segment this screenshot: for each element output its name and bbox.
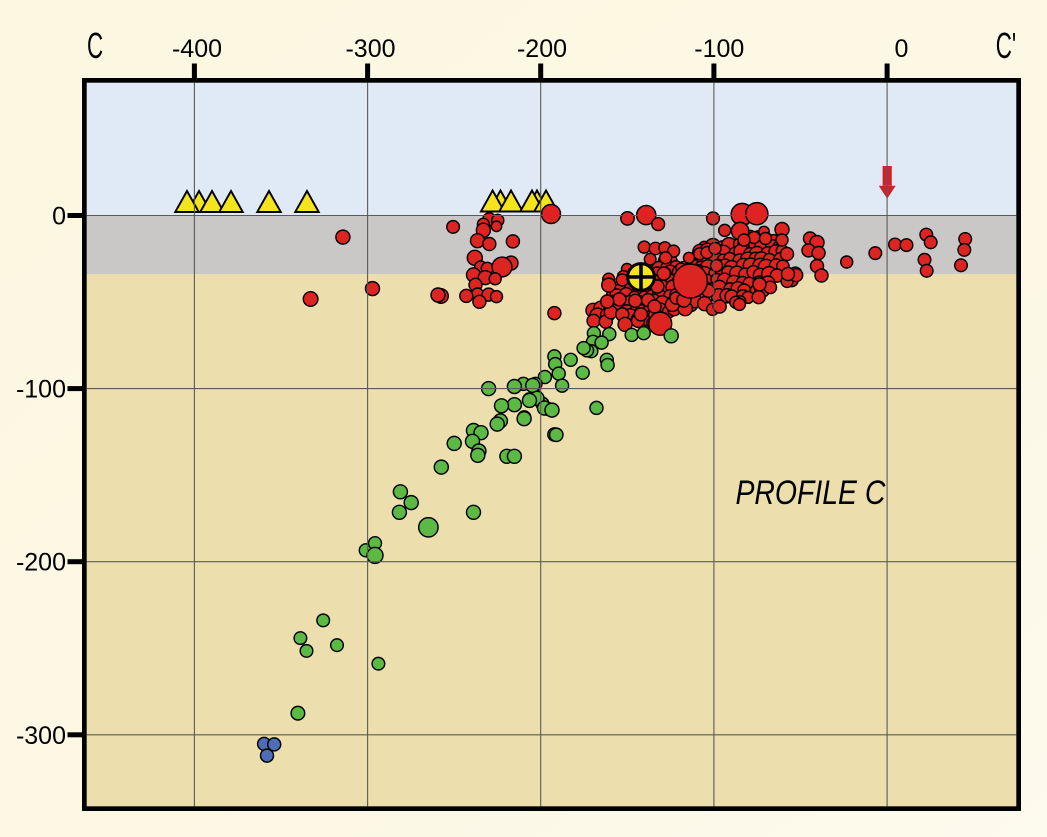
svg-text:-100: -100 <box>694 35 744 63</box>
svg-text:C: C <box>87 27 103 67</box>
svg-text:-100: -100 <box>16 376 66 404</box>
svg-text:-400: -400 <box>172 35 222 63</box>
svg-text:C': C' <box>996 27 1016 67</box>
svg-text:PROFILE C: PROFILE C <box>736 474 886 512</box>
svg-text:0: 0 <box>52 203 66 231</box>
svg-text:-300: -300 <box>345 35 395 63</box>
svg-text:0: 0 <box>894 35 908 63</box>
svg-text:-200: -200 <box>517 35 567 63</box>
svg-text:-300: -300 <box>16 722 66 750</box>
svg-text:-200: -200 <box>16 549 66 577</box>
